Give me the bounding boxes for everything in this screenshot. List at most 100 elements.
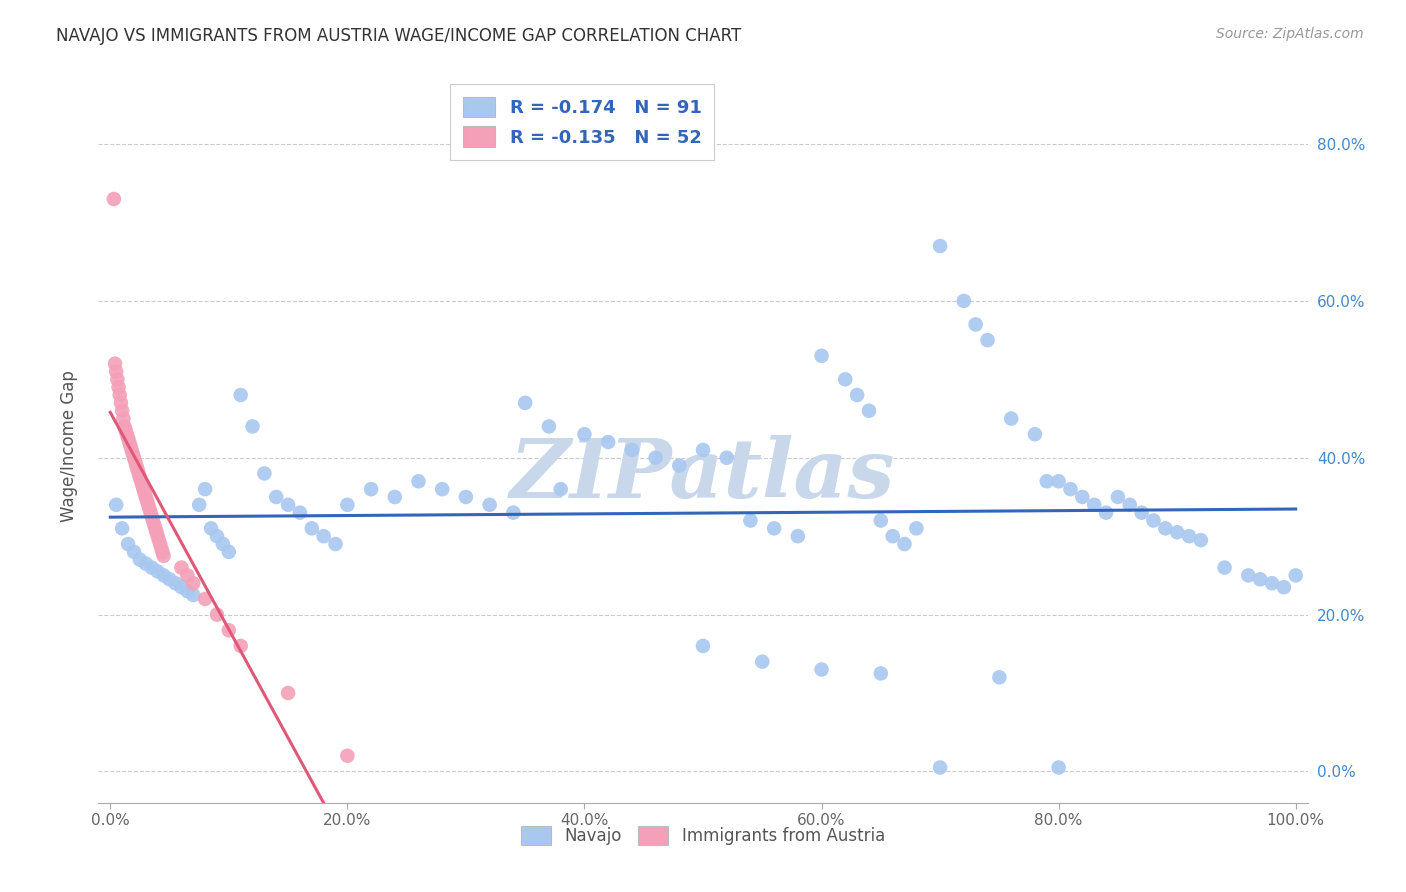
Point [598, 435, 620, 450]
Point [384, 490, 406, 504]
Point [150, 541, 173, 555]
Point [692, 442, 714, 457]
Point [976, 333, 998, 347]
Point [145, 525, 167, 540]
Point [127, 462, 149, 476]
Point [846, 388, 869, 402]
Point [574, 427, 596, 442]
Point [253, 467, 276, 481]
Point [301, 521, 323, 535]
Point [107, 380, 129, 394]
Point [148, 533, 170, 547]
Point [132, 482, 155, 496]
Y-axis label: Wage/Income Gap: Wage/Income Gap [59, 370, 77, 522]
Point [138, 501, 160, 516]
Point [786, 529, 808, 543]
Point [218, 624, 240, 638]
Point [146, 565, 169, 579]
Point [125, 458, 148, 473]
Point [141, 509, 163, 524]
Point [869, 514, 891, 528]
Point [1083, 498, 1105, 512]
Point [1261, 576, 1284, 591]
Point [170, 580, 193, 594]
Point [159, 572, 181, 586]
Point [176, 584, 198, 599]
Point [1047, 475, 1070, 489]
Point [325, 537, 347, 551]
Point [142, 514, 165, 528]
Point [515, 396, 537, 410]
Point [152, 545, 174, 559]
Point [454, 490, 477, 504]
Point [668, 458, 690, 473]
Point [1071, 490, 1094, 504]
Point [988, 670, 1011, 684]
Point [136, 498, 159, 512]
Point [121, 442, 143, 457]
Point [152, 549, 174, 563]
Point [218, 545, 240, 559]
Point [1166, 525, 1188, 540]
Text: Source: ZipAtlas.com: Source: ZipAtlas.com [1216, 27, 1364, 41]
Point [858, 403, 880, 417]
Point [751, 655, 773, 669]
Point [134, 486, 156, 500]
Point [432, 482, 454, 496]
Point [146, 529, 169, 543]
Point [152, 568, 174, 582]
Point [111, 403, 134, 417]
Point [105, 498, 128, 512]
Point [1095, 506, 1118, 520]
Point [103, 192, 125, 206]
Point [112, 411, 135, 425]
Point [550, 482, 572, 496]
Point [1059, 482, 1081, 496]
Point [122, 450, 145, 465]
Point [336, 748, 359, 763]
Point [312, 529, 335, 543]
Point [1107, 490, 1129, 504]
Point [131, 478, 153, 492]
Point [194, 591, 217, 606]
Point [242, 419, 264, 434]
Point [105, 372, 128, 386]
Point [1249, 572, 1271, 586]
Point [810, 663, 832, 677]
Point [1130, 506, 1153, 520]
Point [181, 576, 204, 591]
Point [205, 529, 228, 543]
Point [128, 467, 150, 481]
Point [502, 506, 524, 520]
Point [143, 517, 166, 532]
Point [200, 521, 222, 535]
Point [229, 639, 252, 653]
Point [537, 419, 560, 434]
Point [117, 537, 139, 551]
Point [869, 666, 891, 681]
Point [143, 521, 166, 535]
Point [264, 490, 287, 504]
Point [212, 537, 235, 551]
Point [105, 364, 128, 378]
Point [336, 498, 359, 512]
Point [176, 568, 198, 582]
Point [104, 357, 127, 371]
Point [139, 506, 162, 520]
Point [122, 545, 145, 559]
Point [716, 450, 738, 465]
Point [121, 447, 143, 461]
Point [620, 442, 643, 457]
Point [117, 431, 139, 445]
Point [115, 427, 138, 442]
Point [740, 514, 762, 528]
Point [834, 372, 856, 386]
Text: ZIPatlas: ZIPatlas [510, 434, 896, 515]
Point [129, 475, 152, 489]
Point [135, 490, 157, 504]
Point [181, 588, 204, 602]
Point [288, 506, 311, 520]
Point [1119, 498, 1142, 512]
Point [1036, 475, 1059, 489]
Point [1213, 560, 1236, 574]
